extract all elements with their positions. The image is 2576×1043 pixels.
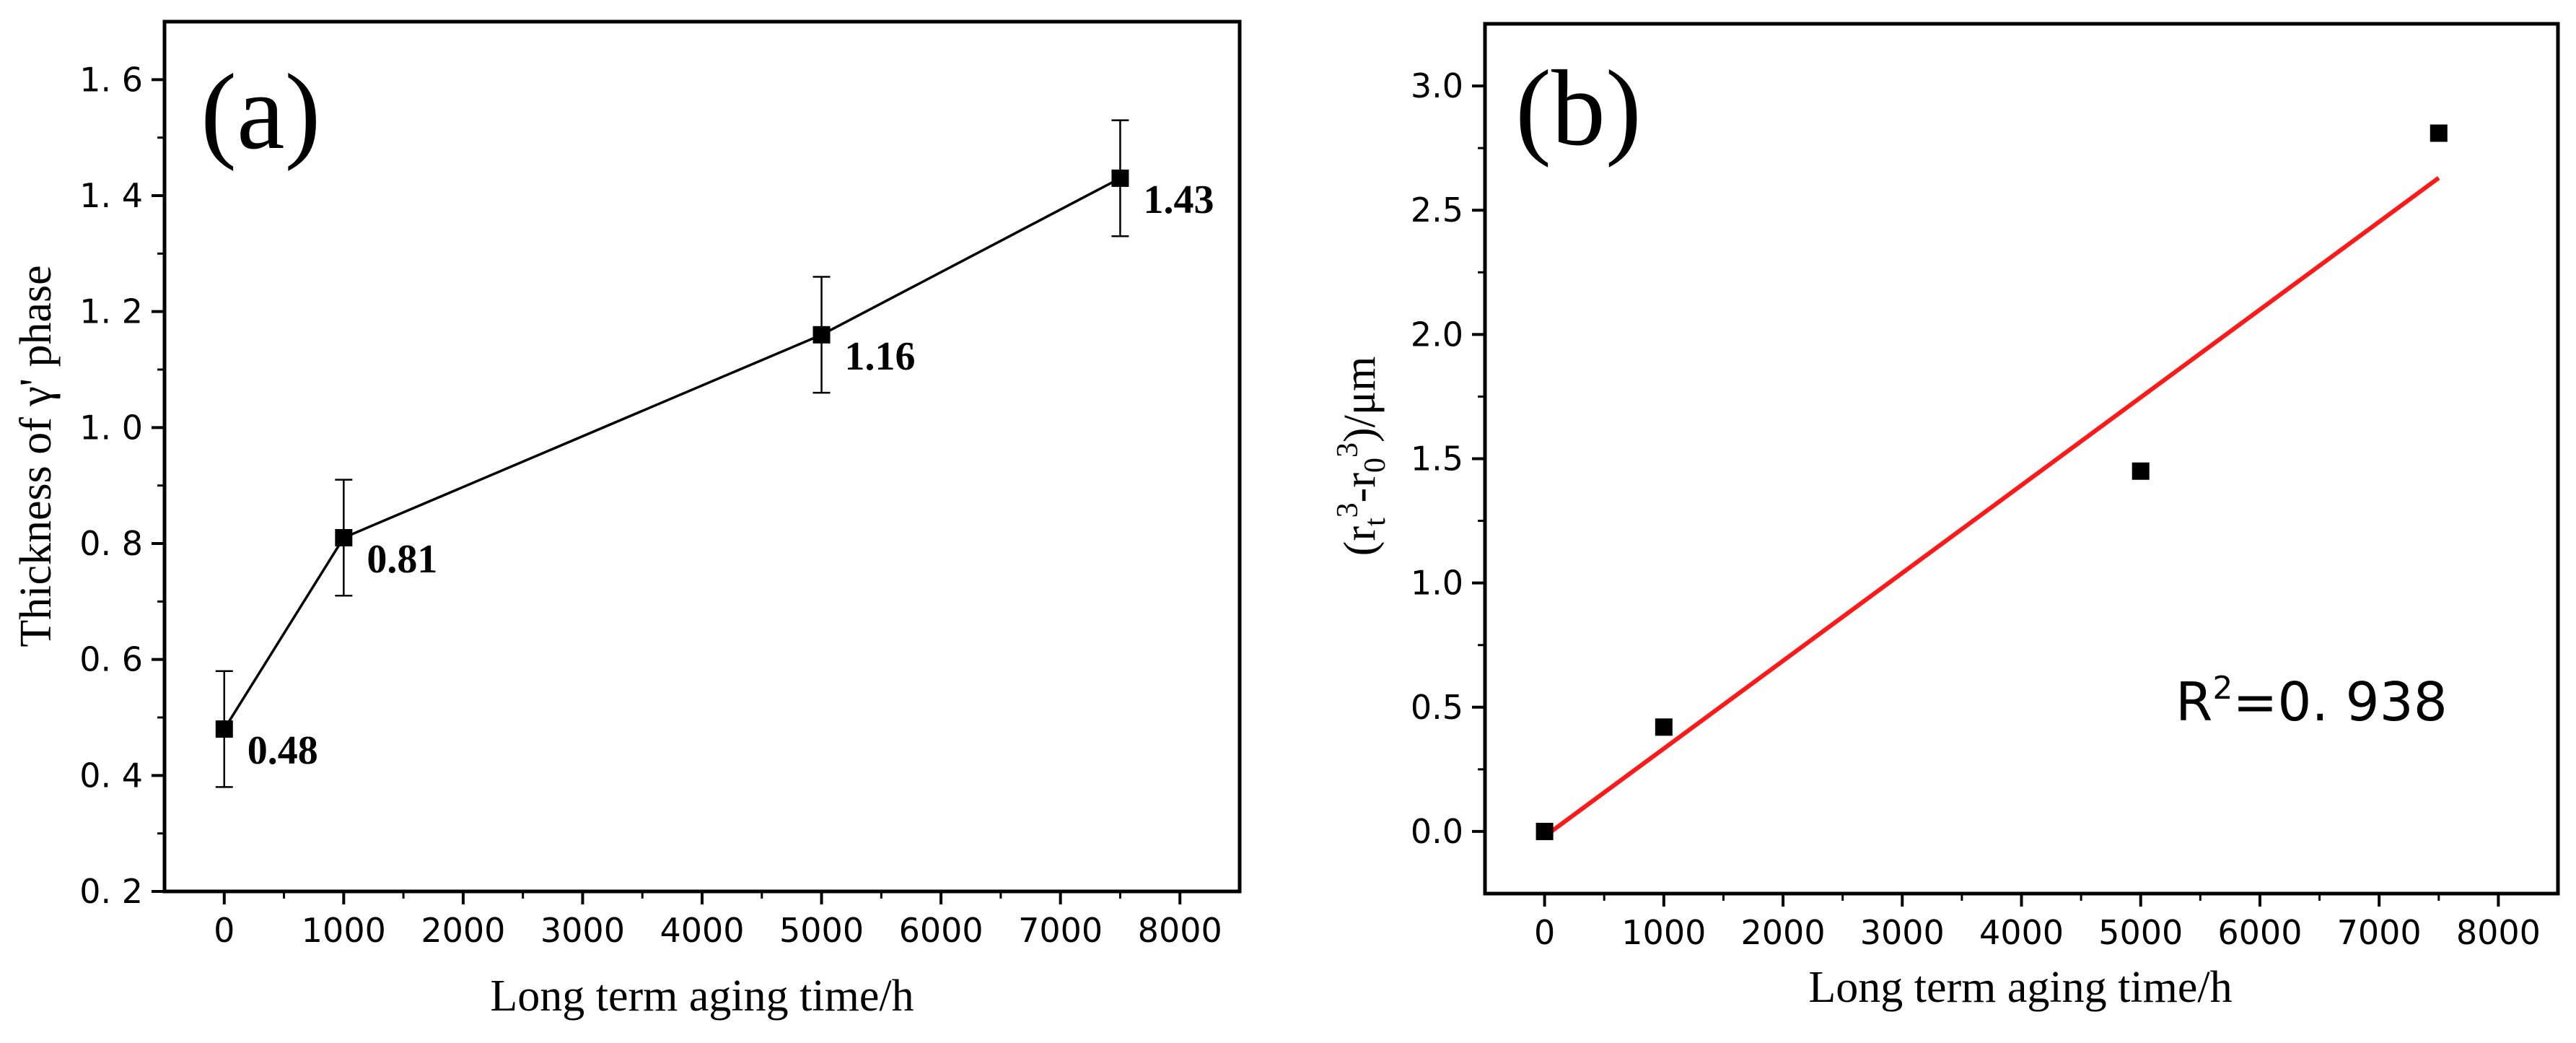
series-line (223, 177, 1121, 730)
y-title-sup-3b: 3 (1331, 442, 1364, 458)
x-tick-label: 7000 (2337, 913, 2422, 952)
x-tick-label: 1000 (302, 911, 386, 950)
panel-b-x-ticks: 0 1000 2000 3000 4000 5000 6000 7000 8000 (1534, 894, 2541, 952)
x-tick-label: 3000 (540, 911, 625, 950)
r-squared-annotation: R2=0. 938 (2176, 670, 2448, 733)
panel-a-line-chart: 0 1000 2000 3000 4000 5000 6000 7000 8000 0. 20.… (12, 19, 1242, 1021)
panel-a-x-ticks: 0 1000 2000 3000 4000 5000 6000 7000 8000 (214, 891, 1222, 950)
y-title-part-open: (r (1336, 526, 1385, 557)
y-title-part-unit: )/μm (1336, 357, 1385, 442)
y-title-sup-3a: 3 (1331, 502, 1364, 518)
y-title-sub-0: 0 (1359, 458, 1392, 473)
y-tick-label: 1. 2 (79, 292, 143, 331)
data-point-marker (215, 720, 233, 738)
data-point-marker (812, 326, 831, 344)
y-title-part-minus-r: -r (1336, 473, 1385, 503)
data-value-label: 0.48 (247, 728, 318, 773)
data-point-marker (335, 528, 353, 546)
x-tick-label: 3000 (1860, 913, 1945, 952)
panel-a-y-axis-title: Thickness of γ' phase (12, 265, 61, 647)
x-tick-label: 0 (214, 911, 235, 950)
panel-b-label: (b) (1515, 48, 1642, 168)
y-tick-label: 0. 6 (79, 640, 143, 679)
x-tick-label: 5000 (779, 911, 864, 950)
y-tick-label: 1. 0 (79, 408, 143, 447)
x-tick-label: 6000 (2217, 913, 2302, 952)
x-tick-label: 6000 (899, 911, 983, 950)
panel-b-x-axis-title: Long term aging time/h (1808, 963, 2232, 1012)
data-value-label: 0.81 (367, 537, 437, 582)
y-tick-label: 1.0 (1411, 564, 1463, 603)
panel-a-plot-frame (162, 19, 1242, 894)
y-tick-label: 1.5 (1411, 440, 1463, 479)
y-tick-label: 1. 4 (79, 176, 143, 215)
fit-line (1543, 176, 2440, 839)
panel-a-y-ticks: 0. 2 0. 4 0. 6 0. 8 1. 0 1. 2 1. 4 1. 6 (79, 60, 165, 911)
data-point-marker (2132, 462, 2150, 480)
y-tick-label: 0. 4 (79, 756, 143, 795)
data-value-label: 1.16 (845, 334, 916, 379)
data-point-marker (1535, 822, 1554, 840)
data-value-label: 1.43 (1143, 178, 1214, 222)
x-tick-label: 2000 (421, 911, 505, 950)
data-point-marker (1111, 169, 1129, 187)
x-tick-label: 4000 (660, 911, 744, 950)
y-tick-label: 2.5 (1411, 191, 1463, 230)
x-tick-label: 7000 (1018, 911, 1103, 950)
panel-a-x-axis-title: Long term aging time/h (490, 972, 914, 1021)
panel-b-scatter-chart: 0 1000 2000 3000 4000 5000 6000 7000 8000 0.0 0.5… (1331, 22, 2560, 1012)
x-tick-label: 5000 (2098, 913, 2183, 952)
y-tick-label: 3.0 (1411, 66, 1463, 105)
r2-value: =0. 938 (2233, 671, 2447, 733)
x-tick-label: 1000 (1621, 913, 1706, 952)
x-tick-label: 0 (1534, 913, 1555, 952)
data-point-marker (1655, 718, 1673, 736)
y-tick-label: 0.0 (1411, 812, 1463, 851)
data-point-marker (2430, 124, 2448, 142)
y-tick-label: 1. 6 (79, 60, 143, 99)
panel-a-label: (a) (201, 52, 320, 172)
y-tick-label: 0. 8 (79, 524, 143, 563)
r2-r: R (2176, 671, 2212, 733)
x-tick-label: 4000 (1979, 913, 2064, 952)
y-title-sub-t: t (1359, 518, 1392, 526)
y-tick-label: 0.5 (1411, 688, 1463, 727)
panel-a-series: 0.48 0.81 1.16 1.43 (215, 119, 1214, 788)
x-tick-label: 8000 (1138, 911, 1222, 950)
panel-b-y-axis-title: (rt3-r03)/μm (1331, 357, 1392, 557)
x-tick-label: 8000 (2456, 913, 2541, 952)
panel-b-series (1535, 124, 2448, 840)
y-tick-label: 2.0 (1411, 315, 1463, 354)
x-tick-label: 2000 (1741, 913, 1826, 952)
y-tick-label: 0. 2 (79, 872, 143, 911)
r2-sup: 2 (2212, 670, 2233, 707)
panel-b-y-ticks: 0.0 0.5 1.0 1.5 2.0 2.5 3.0 (1411, 66, 1485, 851)
